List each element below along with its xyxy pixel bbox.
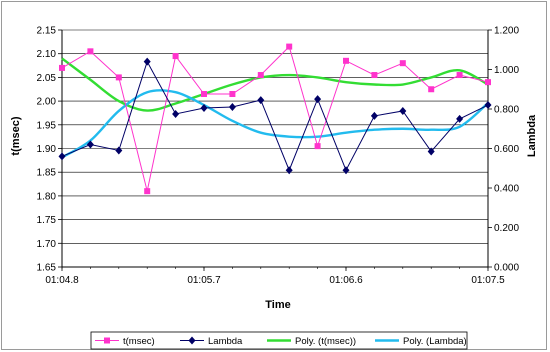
y-left-tick-label: 1.95 <box>37 120 57 131</box>
series-line-t-msec <box>61 45 489 192</box>
y-right-tick-label: 0.600 <box>494 144 519 155</box>
y-left-tick-label: 2.05 <box>37 73 57 84</box>
point-lambda <box>314 95 322 104</box>
y-left-tick-label: 1.70 <box>37 239 57 250</box>
y-left-tick-label: 1.90 <box>37 144 57 155</box>
point-t-msec <box>485 79 491 86</box>
y-right-tick-label: 0.000 <box>494 263 519 274</box>
point-t-msec <box>399 60 406 67</box>
point-t-msec <box>115 74 122 81</box>
point-lambda <box>342 166 350 175</box>
y-left-tick-label: 1.65 <box>37 263 57 274</box>
axes-layer: 2.15 2.10 2.05 2.00 1.95 1.90 1.85 1.80 1.75 1.70… <box>37 26 520 287</box>
y-right-tick-label: 0.800 <box>494 105 519 116</box>
legend-label-t-msec: t(msec) <box>123 336 155 347</box>
y-left-tick-label: 1.85 <box>37 168 57 179</box>
point-lambda <box>484 101 492 110</box>
x-tick-label: 01:04.8 <box>45 275 79 286</box>
legend-marker-lambda <box>188 336 196 345</box>
point-t-msec <box>201 90 207 97</box>
point-lambda <box>228 103 236 112</box>
point-t-msec <box>343 57 349 64</box>
y-left-tick-label: 1.75 <box>37 215 57 226</box>
point-t-msec <box>286 43 293 50</box>
series-layer <box>61 45 489 192</box>
legend-label-poly-t-msec: Poly. (t(msec)) <box>295 336 356 347</box>
legend-label-poly-lambda: Poly. (Lambda) <box>403 336 467 347</box>
point-lambda <box>200 104 208 113</box>
point-lambda <box>456 114 464 123</box>
series-line-poly-lambda <box>61 89 489 159</box>
point-lambda <box>172 109 180 118</box>
grid-layer <box>62 29 488 268</box>
point-lambda <box>285 166 293 175</box>
point-lambda <box>58 152 66 161</box>
series-line-lambda <box>61 60 489 172</box>
point-lambda <box>399 106 407 115</box>
legend: t(msec) Lambda Poly. (t(msec)) Poly. (Lambd… <box>90 331 468 350</box>
point-t-msec <box>314 143 321 150</box>
y-left-tick-label: 2.10 <box>37 49 57 60</box>
point-t-msec <box>229 90 236 97</box>
x-tick-label: 01:07.5 <box>471 275 505 286</box>
point-lambda <box>143 57 151 66</box>
point-t-msec <box>456 72 463 79</box>
markers-layer <box>58 43 492 195</box>
point-t-msec <box>59 64 65 71</box>
y-right-tick-label: 1.200 <box>494 26 519 37</box>
x-tick-label: 01:06.6 <box>329 275 363 286</box>
y-right-tick-label: 0.400 <box>494 184 519 195</box>
y-left-tick-label: 2.00 <box>37 97 57 108</box>
point-lambda <box>427 147 435 156</box>
point-lambda <box>370 111 378 120</box>
legend-marker-t-msec <box>104 337 110 344</box>
point-t-msec <box>144 188 151 195</box>
point-lambda <box>86 140 94 149</box>
y-left-tick-label: 1.80 <box>37 191 57 202</box>
series-line-poly-t-msec <box>61 57 489 112</box>
x-axis-title: Time <box>265 299 290 311</box>
point-lambda <box>115 146 123 155</box>
x-tick-label: 01:05.7 <box>187 275 221 286</box>
y-left-tick-label: 2.15 <box>37 26 57 37</box>
legend-label-lambda: Lambda <box>208 336 243 347</box>
point-lambda <box>257 96 265 105</box>
point-t-msec <box>87 48 94 55</box>
point-t-msec <box>257 72 264 79</box>
point-t-msec <box>172 53 179 60</box>
point-t-msec <box>428 86 435 93</box>
y-left-axis-title: t(msec) <box>10 116 22 155</box>
point-t-msec <box>371 72 378 79</box>
y-right-tick-label: 1.000 <box>494 65 519 76</box>
y-right-tick-label: 0.200 <box>494 223 519 234</box>
y-right-axis-title: Lambda <box>526 114 538 157</box>
